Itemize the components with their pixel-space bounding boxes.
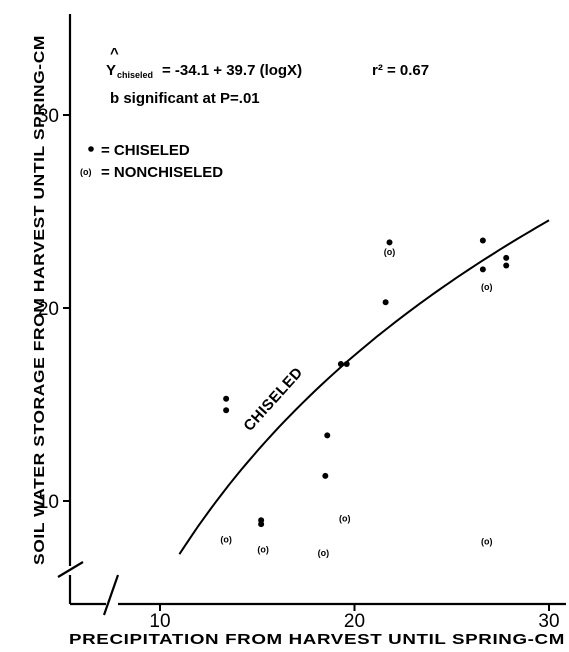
chiseled-point [322, 472, 329, 479]
chiseled-point [503, 254, 510, 261]
nonchiseled-point: (o) [384, 247, 396, 257]
points: (o) (o) (o) (o) (o) (o) (o) [220, 237, 510, 558]
x-tick-label: 10 [149, 611, 170, 632]
nonchiseled-point: (o) [339, 513, 351, 523]
ticks: 10 20 30 10 20 30 [38, 106, 560, 632]
chiseled-point [223, 407, 230, 414]
fit-curve-label: CHISELED [240, 364, 306, 435]
fit-curve [178, 219, 550, 555]
nonchiseled-point: (o) [481, 537, 493, 547]
chiseled-point [258, 521, 265, 528]
equation-body: = -34.1 + 39.7 (logX) [162, 62, 302, 79]
legend: = CHISELED (o) = NONCHISELED [80, 142, 223, 181]
y-tick-label: 30 [38, 106, 59, 127]
fit-line-group: CHISELED [178, 219, 550, 555]
x-tick-label: 30 [538, 611, 559, 632]
equation-y-symbol: Y [106, 62, 116, 79]
chiseled-point [343, 360, 350, 367]
axes [57, 14, 566, 616]
x-axis-break [102, 574, 120, 616]
chiseled-point [382, 299, 389, 306]
equation-r2: r² = 0.67 [372, 62, 429, 79]
equation-note: b significant at P=.01 [110, 90, 260, 107]
legend-chiseled-label: = CHISELED [101, 142, 190, 159]
equation-hat: ^ [110, 45, 119, 62]
nonchiseled-point: (o) [257, 544, 269, 554]
nonchiseled-point: (o) [220, 535, 232, 545]
y-axis-title: SOIL WATER STORAGE FROM HARVEST UNTIL SP… [31, 35, 48, 565]
chiseled-point [479, 266, 486, 273]
legend-nonchiseled-label: = NONCHISELED [101, 164, 223, 181]
y-axis-break [57, 561, 84, 578]
legend-nonchiseled-marker: (o) [80, 167, 92, 177]
legend-chiseled-marker [88, 146, 94, 152]
chiseled-point [503, 262, 510, 269]
y-tick-label: 10 [38, 492, 59, 513]
x-axis-title: PRECIPITATION FROM HARVEST UNTIL SPRING-… [69, 631, 565, 648]
chiseled-point [479, 237, 486, 244]
x-tick-label: 20 [344, 611, 365, 632]
chiseled-point [337, 360, 344, 367]
equation: ^ Y chiseled = -34.1 + 39.7 (logX) r² = … [106, 45, 429, 107]
chiseled-point [386, 239, 393, 246]
chiseled-point [324, 432, 331, 439]
chiseled-point [223, 395, 230, 402]
nonchiseled-point: (o) [318, 548, 330, 558]
y-tick-label: 20 [38, 299, 59, 320]
nonchiseled-point: (o) [481, 282, 493, 292]
equation-subscript: chiseled [117, 70, 153, 80]
